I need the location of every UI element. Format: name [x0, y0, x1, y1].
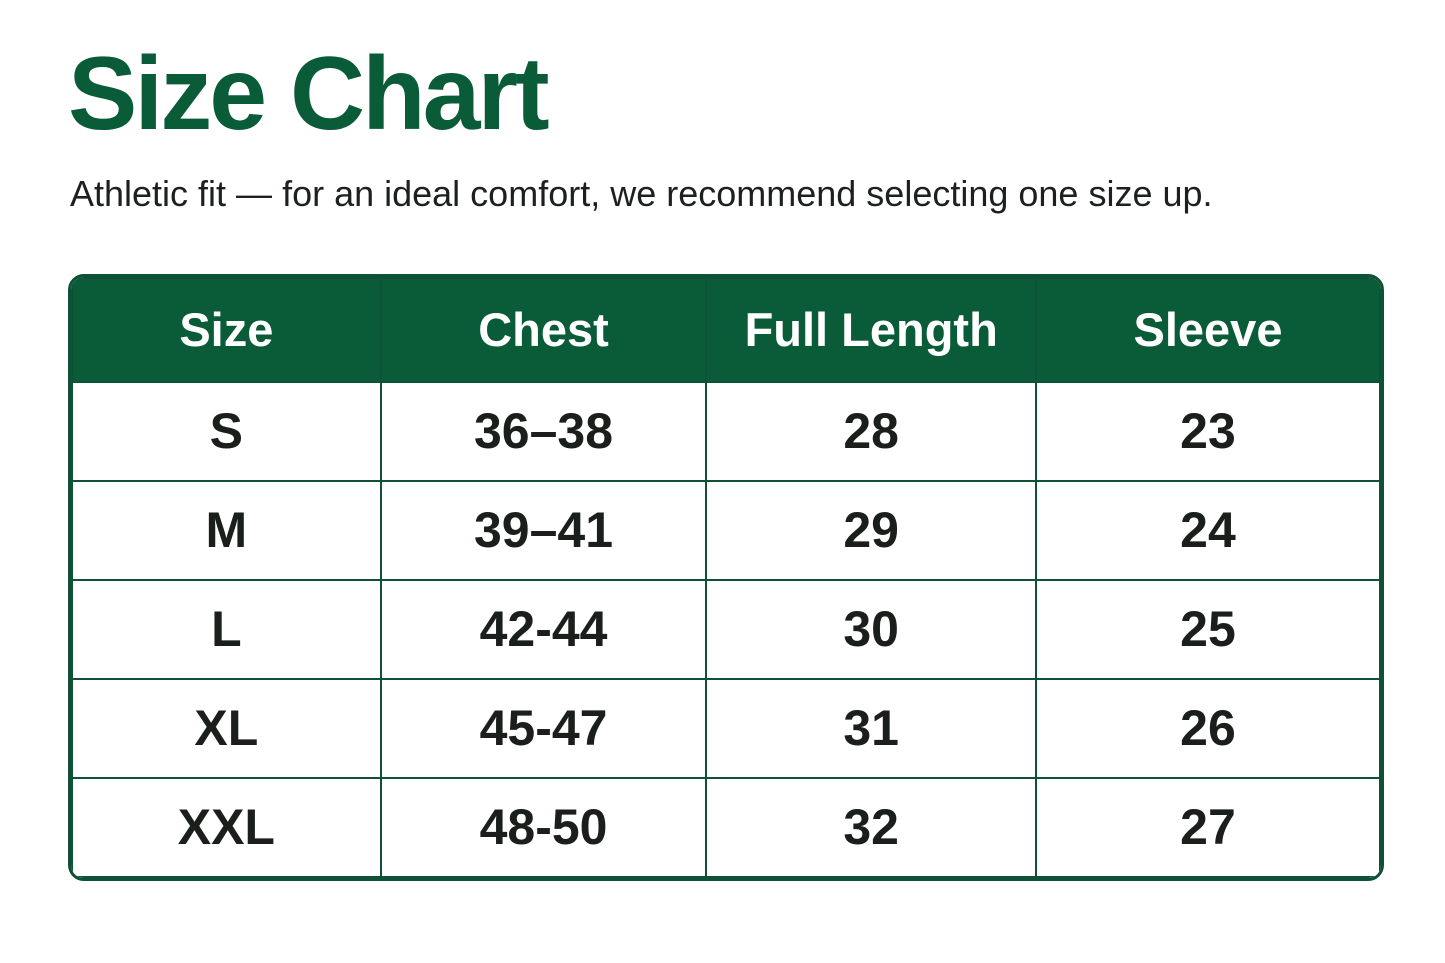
- table-header-row: Size Chest Full Length Sleeve: [71, 276, 1381, 383]
- page-subtitle: Athletic fit — for an ideal comfort, we …: [70, 173, 1213, 215]
- cell-sleeve-xxl: 27: [1034, 776, 1381, 878]
- cell-full-length-xl: 31: [705, 677, 1037, 779]
- table-row-l: L 42-44 30 25: [71, 578, 1381, 680]
- cell-size-s: S: [71, 380, 382, 482]
- cell-sleeve-m: 24: [1034, 479, 1381, 581]
- cell-full-length-m: 29: [705, 479, 1037, 581]
- cell-size-l: L: [71, 578, 382, 680]
- cell-chest-l: 42-44: [379, 578, 708, 680]
- size-table-container: Size Chest Full Length Sleeve S 36–38 28…: [68, 273, 1384, 881]
- column-header-size: Size: [71, 276, 382, 383]
- column-header-sleeve: Sleeve: [1034, 276, 1381, 383]
- cell-sleeve-l: 25: [1034, 578, 1381, 680]
- table-row-s: S 36–38 28 23: [71, 380, 1381, 482]
- cell-chest-s: 36–38: [379, 380, 708, 482]
- table-row-m: M 39–41 29 24: [71, 479, 1381, 581]
- cell-size-m: M: [71, 479, 382, 581]
- cell-full-length-s: 28: [705, 380, 1037, 482]
- cell-size-xxl: XXL: [71, 776, 382, 878]
- cell-full-length-l: 30: [705, 578, 1037, 680]
- table-row-xl: XL 45-47 31 26: [71, 677, 1381, 779]
- cell-chest-xl: 45-47: [379, 677, 708, 779]
- table-row-xxl: XXL 48-50 32 27: [71, 776, 1381, 878]
- cell-chest-xxl: 48-50: [379, 776, 708, 878]
- cell-sleeve-s: 23: [1034, 380, 1381, 482]
- size-table: Size Chest Full Length Sleeve S 36–38 28…: [71, 276, 1381, 878]
- cell-sleeve-xl: 26: [1034, 677, 1381, 779]
- cell-full-length-xxl: 32: [705, 776, 1037, 878]
- page-title: Size Chart: [68, 36, 550, 152]
- column-header-full-length: Full Length: [705, 276, 1037, 383]
- cell-chest-m: 39–41: [379, 479, 708, 581]
- cell-size-xl: XL: [71, 677, 382, 779]
- column-header-chest: Chest: [379, 276, 708, 383]
